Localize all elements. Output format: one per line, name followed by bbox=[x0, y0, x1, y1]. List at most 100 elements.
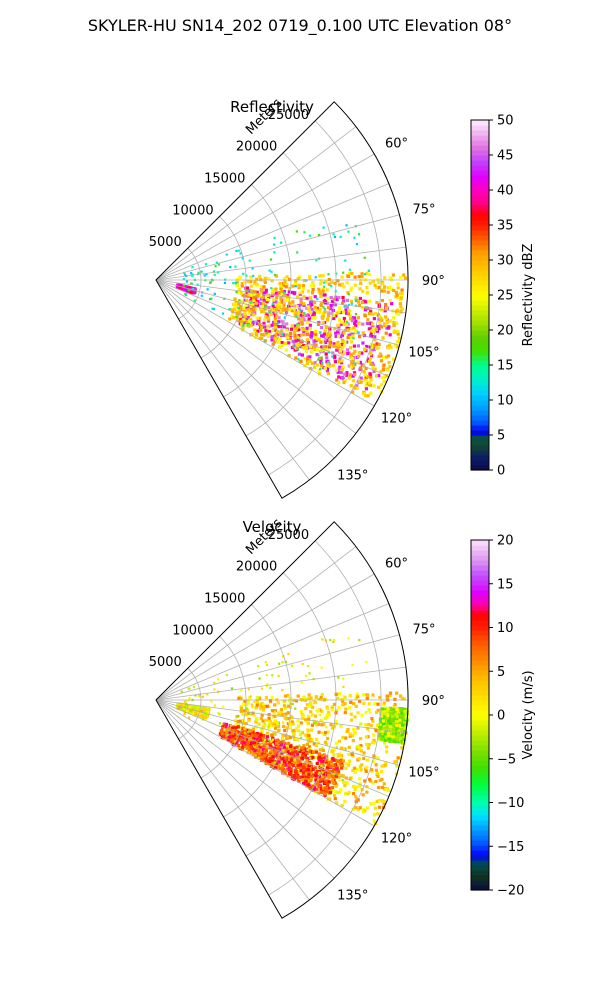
radar-cell bbox=[321, 287, 325, 291]
radar-cell bbox=[313, 329, 318, 334]
radar-cell bbox=[329, 307, 333, 311]
radar-cell bbox=[339, 788, 343, 792]
radar-cell bbox=[347, 333, 351, 338]
radar-cell bbox=[221, 734, 226, 738]
radar-cell bbox=[302, 744, 306, 748]
radar-cell bbox=[248, 728, 252, 733]
radar-cell bbox=[392, 357, 396, 361]
radar-cell bbox=[382, 380, 386, 384]
radar-cell bbox=[327, 764, 332, 768]
radar-cell bbox=[352, 351, 356, 355]
radar-cell bbox=[322, 226, 325, 229]
radar-cell bbox=[256, 695, 260, 700]
radar-cell bbox=[347, 293, 350, 296]
azimuth-tick-label: 105° bbox=[408, 345, 439, 360]
radar-cell bbox=[274, 274, 279, 278]
radar-cell bbox=[246, 708, 250, 712]
radar-cell bbox=[279, 743, 284, 747]
colorbar-swatch bbox=[471, 365, 489, 371]
radar-cell bbox=[313, 714, 318, 718]
radar-cell bbox=[222, 705, 225, 708]
radar-cell bbox=[365, 742, 369, 746]
radar-cell bbox=[367, 381, 371, 385]
radar-cell bbox=[357, 335, 362, 339]
radar-cell bbox=[310, 331, 314, 335]
radar-cell bbox=[255, 731, 259, 736]
radar-cell bbox=[352, 337, 355, 340]
azimuth-tick-label: 75° bbox=[412, 203, 435, 218]
radar-cell bbox=[294, 750, 298, 754]
radar-cell bbox=[365, 286, 369, 290]
radar-cell bbox=[273, 236, 276, 240]
radar-cell bbox=[279, 310, 283, 315]
radar-cell bbox=[308, 306, 312, 310]
radar-cell bbox=[361, 300, 365, 305]
radar-cell bbox=[245, 742, 249, 746]
radar-cell bbox=[317, 698, 320, 701]
radar-cell bbox=[294, 313, 298, 317]
radar-cell bbox=[385, 709, 389, 713]
radar-cell bbox=[237, 714, 240, 718]
radar-cell bbox=[233, 304, 237, 308]
radar-cell bbox=[313, 305, 318, 310]
radar-cell bbox=[396, 756, 400, 760]
radar-cell bbox=[320, 356, 323, 359]
radar-cell bbox=[294, 311, 298, 315]
radar-cell bbox=[245, 290, 249, 295]
radar-cell bbox=[279, 293, 283, 297]
colorbar-swatch bbox=[471, 320, 489, 326]
radar-cell bbox=[293, 331, 297, 335]
radar-cell bbox=[353, 385, 357, 389]
radar-cell bbox=[345, 340, 349, 344]
radar-cell bbox=[403, 276, 408, 280]
radar-cell bbox=[224, 724, 228, 728]
radar-cell bbox=[192, 287, 196, 291]
radar-cell bbox=[249, 280, 253, 284]
radar-cell bbox=[323, 366, 327, 371]
colorbar-swatch bbox=[471, 335, 489, 341]
radar-cell bbox=[250, 301, 253, 304]
radar-cell bbox=[385, 694, 389, 698]
radar-cell bbox=[359, 281, 363, 286]
radar-cell bbox=[191, 274, 194, 277]
radar-cell bbox=[370, 716, 374, 721]
radar-cell bbox=[366, 318, 370, 322]
radar-cell bbox=[316, 310, 320, 314]
radar-cell bbox=[304, 782, 308, 786]
radar-cell bbox=[278, 281, 282, 286]
radar-cell bbox=[380, 376, 385, 380]
radar-cell bbox=[381, 365, 386, 369]
radar-cell bbox=[248, 696, 252, 700]
radar-cell bbox=[281, 661, 284, 664]
radar-cell bbox=[345, 224, 348, 227]
radar-cell bbox=[353, 283, 357, 287]
radar-cell bbox=[283, 755, 287, 759]
radar-cell bbox=[266, 731, 270, 735]
radar-cell bbox=[289, 714, 293, 718]
radar-cell bbox=[216, 678, 220, 681]
radar-cell bbox=[359, 376, 363, 380]
radar-cell bbox=[239, 300, 243, 304]
radar-cell bbox=[363, 779, 367, 783]
radar-cell bbox=[188, 705, 192, 709]
radar-cell bbox=[254, 742, 259, 746]
radar-cell bbox=[362, 693, 366, 697]
radar-cell bbox=[342, 380, 346, 385]
radar-cell bbox=[327, 335, 331, 340]
radar-cell bbox=[347, 745, 351, 749]
radar-cell bbox=[183, 712, 186, 716]
radar-cell bbox=[283, 771, 287, 776]
radar-cell bbox=[356, 798, 360, 802]
radar-cell bbox=[277, 744, 281, 748]
radar-cell bbox=[246, 740, 250, 745]
radar-cell bbox=[354, 319, 358, 323]
radar-cell bbox=[255, 736, 260, 740]
radar-cell bbox=[370, 329, 374, 333]
radar-cell bbox=[334, 331, 338, 335]
radar-cell bbox=[346, 274, 351, 279]
radar-cell bbox=[332, 297, 336, 302]
radar-cell bbox=[241, 745, 245, 749]
colorbar-swatch bbox=[471, 385, 489, 391]
radar-cell bbox=[324, 742, 329, 746]
radar-cell bbox=[365, 375, 370, 379]
